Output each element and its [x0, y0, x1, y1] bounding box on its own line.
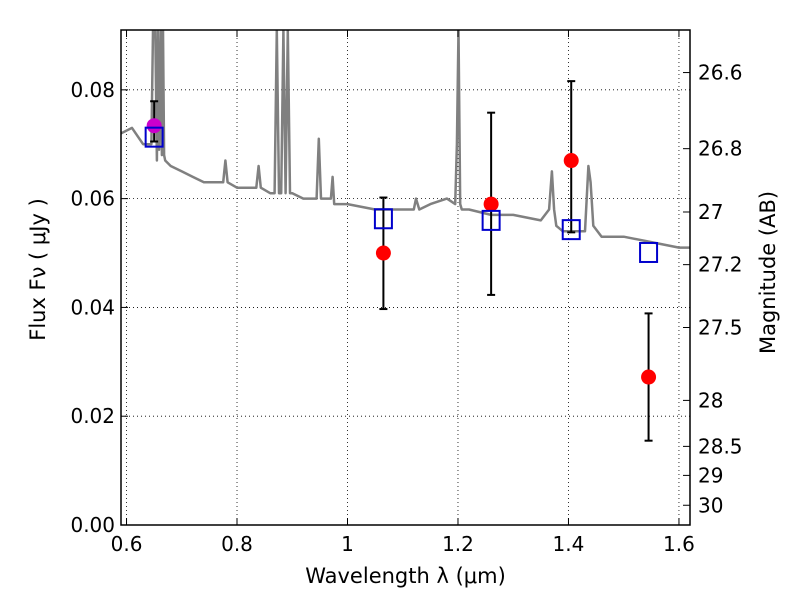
- data-group: [121, 30, 690, 442]
- mag-tick-label: 30: [698, 493, 723, 517]
- mag-tick-label: 27.5: [698, 316, 743, 340]
- observed-point: [641, 369, 657, 385]
- model-box: [373, 208, 393, 230]
- x-tick-label: 0.6: [111, 532, 143, 556]
- observed-point: [375, 245, 391, 261]
- mag-tick-label: 26.6: [698, 61, 743, 85]
- grid-lines: [121, 30, 690, 525]
- x-tick-label: 0.8: [221, 532, 253, 556]
- right-axis-title: Magnitude (AB): [756, 191, 780, 354]
- spectrum-line: [121, 30, 690, 249]
- observed-point: [483, 196, 499, 212]
- y-tick-label: 0.06: [70, 187, 115, 211]
- x-tick-label: 1: [341, 532, 354, 556]
- x-axis-title: Wavelength λ (μm): [305, 564, 506, 588]
- plot-frame: [120, 29, 691, 526]
- y-tick-label: 0.02: [70, 404, 115, 428]
- model-box: [561, 219, 581, 241]
- observed-point: [146, 118, 162, 134]
- y-tick-label: 0.04: [70, 295, 115, 319]
- plot-area: [121, 30, 690, 442]
- mag-tick-label: 28.5: [698, 434, 743, 458]
- y-axis-title: Flux Fν ( μJy ): [26, 198, 50, 341]
- mag-tick-label: 27.2: [698, 253, 743, 277]
- x-tick-label: 1.2: [442, 532, 474, 556]
- mag-tick-label: 29: [698, 463, 723, 487]
- model-box: [481, 209, 501, 231]
- x-tick-label: 1.6: [663, 532, 695, 556]
- y-tick-label: 0.08: [70, 78, 115, 102]
- observed-point: [563, 153, 579, 169]
- model-box: [144, 126, 164, 148]
- mag-tick-label: 26.8: [698, 137, 743, 161]
- x-tick-label: 1.4: [553, 532, 585, 556]
- mag-tick-label: 28: [698, 388, 723, 412]
- model-box: [639, 241, 659, 263]
- y-tick-label: 0.00: [70, 513, 115, 537]
- mag-tick-label: 27: [698, 200, 723, 224]
- axis-ticks: 0.6 0.8 1 1.2 1.4 1.6 0.00 0.02 0.04 0.06 0.08 26.6…: [70, 30, 743, 556]
